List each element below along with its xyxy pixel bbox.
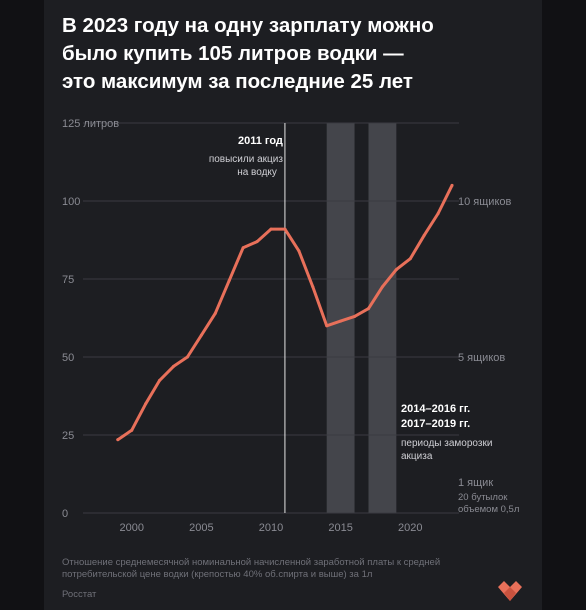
x-tick-label-3: 2015 xyxy=(328,522,352,534)
data-point-2019 xyxy=(394,268,398,272)
y-tick-label-5: 125 литров xyxy=(62,118,119,130)
y-tick-label-4: 100 xyxy=(62,196,80,208)
data-point-2010 xyxy=(269,227,273,231)
data-point-2023 xyxy=(450,183,454,187)
data-point-2016 xyxy=(353,314,357,318)
bands-annotation-line-4: акциза xyxy=(401,451,433,462)
footnote-line-2: потребительской цене водки (крепостью 40… xyxy=(62,569,373,580)
chart-footnote: Отношение среднемесячной номинальной нач… xyxy=(62,557,482,581)
y-tick-label-3: 75 xyxy=(62,274,74,286)
data-point-2003 xyxy=(172,364,176,368)
x-tick-label-2: 2010 xyxy=(259,522,283,534)
y-tick-label-0: 0 xyxy=(62,508,68,520)
data-point-2006 xyxy=(213,311,217,315)
data-point-2021 xyxy=(422,233,426,237)
data-point-2005 xyxy=(199,333,203,337)
data-point-2004 xyxy=(185,355,189,359)
data-point-2002 xyxy=(158,378,162,382)
right-sublabel-2-b: объемом 0,5л xyxy=(458,504,519,515)
data-point-2017 xyxy=(366,307,370,311)
y-tick-label-2: 50 xyxy=(62,352,74,364)
right-label-0: 10 ящиков xyxy=(458,196,511,208)
data-point-2007 xyxy=(227,279,231,283)
right-label-1: 5 ящиков xyxy=(458,352,505,364)
data-point-2014 xyxy=(325,324,329,328)
data-point-2012 xyxy=(297,249,301,253)
source-label: Росстат xyxy=(62,589,97,600)
data-point-2008 xyxy=(241,246,245,250)
data-point-1999 xyxy=(116,438,120,442)
chart-headline: В 2023 году на одну зарплату можно было … xyxy=(62,12,532,96)
bands-annotation-line-2: 2017–2019 гг. xyxy=(401,418,470,430)
right-sublabel-2-a: 20 бутылок xyxy=(458,492,508,503)
right-label-2: 1 ящик xyxy=(458,477,493,489)
freeze-band-1 xyxy=(368,123,397,513)
footnote-line-1: Отношение среднемесячной номинальной нач… xyxy=(62,557,441,568)
chart-card xyxy=(44,0,542,610)
y-tick-label-1: 25 xyxy=(62,430,74,442)
data-point-2013 xyxy=(311,285,315,289)
x-tick-label-4: 2020 xyxy=(398,522,422,534)
headline-line-1: В 2023 году на одну зарплату можно xyxy=(62,14,434,37)
event-text-2: на водку xyxy=(237,167,277,178)
data-point-2009 xyxy=(255,240,259,244)
data-point-2015 xyxy=(339,319,343,323)
bands-annotation-line-3: периоды заморозки xyxy=(401,438,492,449)
event-text-1: повысили акциз xyxy=(209,154,284,165)
data-point-2001 xyxy=(144,402,148,406)
headline-line-2: было купить 105 литров водки — xyxy=(62,42,404,65)
bands-annotation-line-1: 2014–2016 гг. xyxy=(401,403,470,415)
data-point-2022 xyxy=(436,211,440,215)
data-point-2000 xyxy=(130,428,134,432)
x-tick-label-0: 2000 xyxy=(119,522,143,534)
brand-logo-icon xyxy=(498,581,522,601)
headline-line-3: это максимум за последние 25 лет xyxy=(62,70,413,93)
data-point-2011 xyxy=(283,227,287,231)
event-title: 2011 год xyxy=(238,135,283,147)
data-point-2020 xyxy=(408,257,412,261)
x-tick-label-1: 2005 xyxy=(189,522,213,534)
data-point-2018 xyxy=(380,285,384,289)
